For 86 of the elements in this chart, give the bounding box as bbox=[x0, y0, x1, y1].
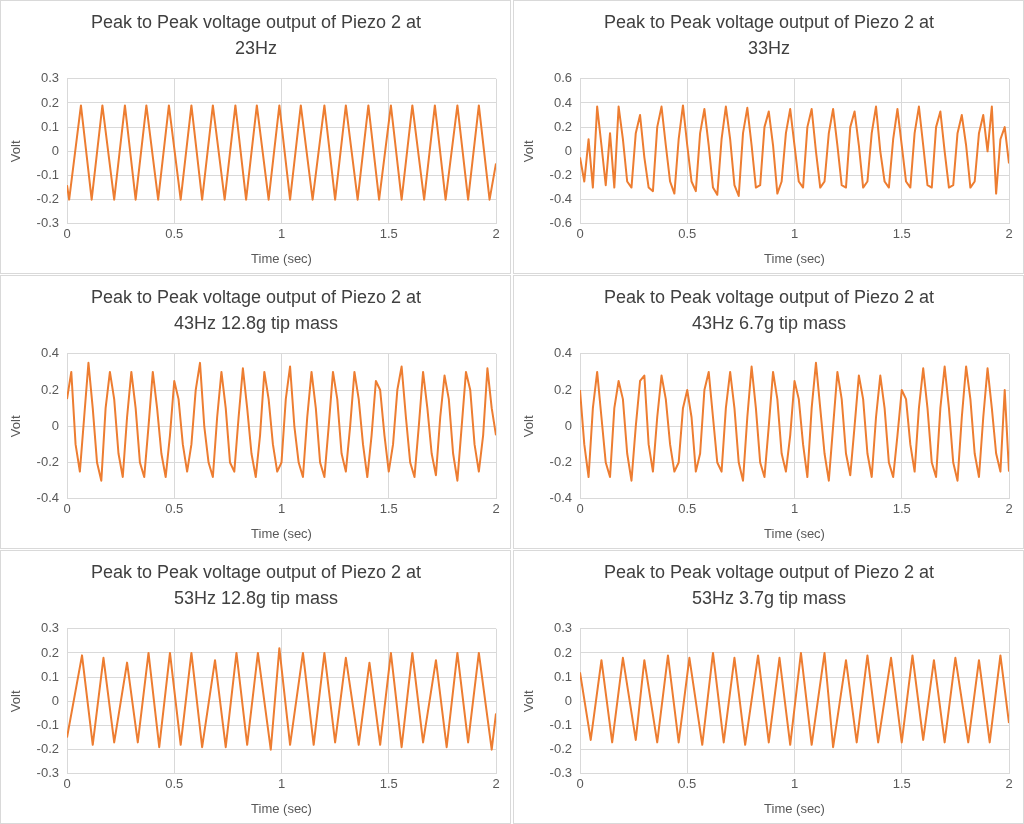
x-tick-label: 1 bbox=[790, 226, 799, 242]
chart-title: Peak to Peak voltage output of Piezo 2 at 33Hz bbox=[602, 11, 936, 60]
y-axis-title: Volt bbox=[521, 690, 537, 713]
x-axis-title: Time (sec) bbox=[764, 800, 825, 816]
x-tick-label: 1.5 bbox=[892, 501, 911, 517]
y-tick-label: 0.3 bbox=[40, 70, 59, 86]
y-tick-label: 0 bbox=[51, 692, 59, 708]
y-tick-label: 0 bbox=[51, 142, 59, 158]
y-tick-label: 0 bbox=[51, 417, 59, 433]
y-tick-label: 0 bbox=[564, 142, 572, 158]
y-tick-label: 0.2 bbox=[40, 94, 59, 110]
y-tick-label: 0.2 bbox=[553, 118, 572, 134]
x-tick-label: 0 bbox=[63, 776, 71, 792]
x-tick-label: 0 bbox=[576, 501, 584, 517]
x-axis-title: Time (sec) bbox=[251, 800, 312, 816]
x-tick-label: 2 bbox=[492, 226, 500, 242]
y-axis-title: Volt bbox=[8, 415, 24, 438]
chart-title: Peak to Peak voltage output of Piezo 2 at 43Hz 12.8g tip mass bbox=[89, 286, 423, 335]
y-tick-label: -0.3 bbox=[36, 765, 59, 781]
y-tick-label: 0 bbox=[564, 417, 572, 433]
y-tick-label: 0.4 bbox=[40, 345, 59, 361]
y-tick-label: -0.2 bbox=[549, 741, 572, 757]
x-tick-label: 1 bbox=[790, 776, 799, 792]
chart-title: Peak to Peak voltage output of Piezo 2 at 53Hz 12.8g tip mass bbox=[89, 561, 423, 610]
x-tick-label: 0.5 bbox=[678, 226, 697, 242]
y-tick-label: -0.2 bbox=[36, 191, 59, 207]
y-tick-label: -0.3 bbox=[549, 765, 572, 781]
x-axis-title: Time (sec) bbox=[251, 250, 312, 266]
x-axis-title: Time (sec) bbox=[764, 525, 825, 541]
x-tick-label: 1 bbox=[277, 226, 286, 242]
y-tick-label: -0.2 bbox=[36, 454, 59, 470]
y-tick-label: -0.1 bbox=[549, 717, 572, 733]
y-tick-label: 0 bbox=[564, 692, 572, 708]
y-tick-label: 0.3 bbox=[553, 620, 572, 636]
x-tick-label: 0.5 bbox=[678, 776, 697, 792]
x-tick-label: 1.5 bbox=[379, 776, 398, 792]
y-tick-label: -0.4 bbox=[36, 490, 59, 506]
x-tick-label: 0 bbox=[576, 776, 584, 792]
x-tick-label: 0 bbox=[63, 501, 71, 517]
x-tick-label: 1.5 bbox=[379, 501, 398, 517]
x-axis-title: Time (sec) bbox=[251, 525, 312, 541]
chart-title: Peak to Peak voltage output of Piezo 2 at 23Hz bbox=[89, 11, 423, 60]
chart-title: Peak to Peak voltage output of Piezo 2 at 53Hz 3.7g tip mass bbox=[602, 561, 936, 610]
y-tick-label: 0.2 bbox=[553, 381, 572, 397]
y-tick-label: 0.3 bbox=[40, 620, 59, 636]
y-tick-label: 0.2 bbox=[40, 644, 59, 660]
x-tick-label: 2 bbox=[1005, 226, 1013, 242]
y-tick-label: -0.3 bbox=[36, 215, 59, 231]
x-tick-label: 0.5 bbox=[165, 226, 184, 242]
x-tick-label: 1 bbox=[790, 501, 799, 517]
x-tick-label: 1.5 bbox=[379, 226, 398, 242]
y-tick-label: -0.4 bbox=[549, 490, 572, 506]
y-tick-label: 0.1 bbox=[553, 668, 572, 684]
x-tick-label: 0 bbox=[63, 226, 71, 242]
y-axis-title: Volt bbox=[8, 690, 24, 713]
y-tick-label: 0.2 bbox=[553, 644, 572, 660]
x-tick-label: 1 bbox=[277, 776, 286, 792]
y-tick-label: 0.4 bbox=[553, 345, 572, 361]
x-tick-label: 2 bbox=[492, 776, 500, 792]
y-tick-label: 0.2 bbox=[40, 381, 59, 397]
y-tick-label: -0.4 bbox=[549, 191, 572, 207]
y-tick-label: -0.1 bbox=[36, 717, 59, 733]
y-tick-label: -0.6 bbox=[549, 215, 572, 231]
x-tick-label: 0.5 bbox=[165, 501, 184, 517]
x-tick-label: 2 bbox=[1005, 776, 1013, 792]
y-tick-label: -0.2 bbox=[549, 454, 572, 470]
y-tick-label: 0.6 bbox=[553, 70, 572, 86]
x-tick-label: 0.5 bbox=[165, 776, 184, 792]
x-tick-label: 2 bbox=[1005, 501, 1013, 517]
y-tick-label: -0.1 bbox=[36, 167, 59, 183]
y-tick-label: 0.1 bbox=[40, 668, 59, 684]
y-tick-label: 0.1 bbox=[40, 118, 59, 134]
x-tick-label: 1.5 bbox=[892, 226, 911, 242]
x-tick-label: 1.5 bbox=[892, 776, 911, 792]
x-axis-title: Time (sec) bbox=[764, 250, 825, 266]
x-tick-label: 1 bbox=[277, 501, 286, 517]
x-tick-label: 2 bbox=[492, 501, 500, 517]
y-axis-title: Volt bbox=[521, 140, 537, 163]
y-axis-title: Volt bbox=[521, 415, 537, 438]
y-tick-label: 0.4 bbox=[553, 94, 572, 110]
y-tick-label: -0.2 bbox=[36, 741, 59, 757]
y-tick-label: -0.2 bbox=[549, 167, 572, 183]
y-axis-title: Volt bbox=[8, 140, 24, 163]
x-tick-label: 0 bbox=[576, 226, 584, 242]
chart-title: Peak to Peak voltage output of Piezo 2 at 43Hz 6.7g tip mass bbox=[602, 286, 936, 335]
x-tick-label: 0.5 bbox=[678, 501, 697, 517]
